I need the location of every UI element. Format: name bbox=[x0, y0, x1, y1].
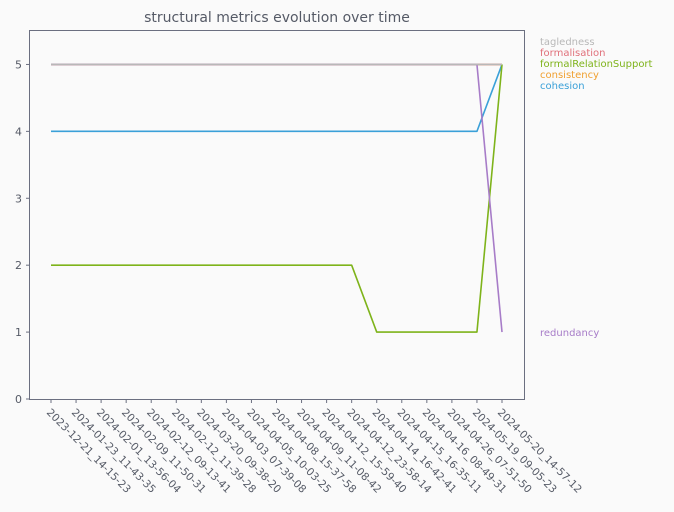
legend-label-formalRelationSupport: formalRelationSupport bbox=[540, 59, 653, 70]
y-tick-label: 3 bbox=[15, 192, 22, 205]
series-layer bbox=[51, 63, 503, 333]
chart-title: structural metrics evolution over time bbox=[144, 10, 410, 26]
legend-label-redundancy: redundancy bbox=[540, 328, 599, 339]
y-tick-label: 5 bbox=[15, 58, 22, 71]
y-tick-label: 4 bbox=[15, 125, 22, 138]
series-line-formalRelationSupport bbox=[51, 64, 503, 333]
legend: taglednessformalisationformalRelationSup… bbox=[540, 37, 653, 339]
y-tick-label: 1 bbox=[15, 326, 22, 339]
y-tick-label: 2 bbox=[15, 259, 22, 272]
x-axis: 2023-12-21_14-15-232024-01-23_11-43-3520… bbox=[44, 399, 584, 496]
series-line-cohesion bbox=[51, 64, 503, 133]
legend-label-consistency: consistency bbox=[540, 70, 599, 81]
legend-label-tagledness: tagledness bbox=[540, 37, 595, 48]
series-line-redundancy bbox=[51, 63, 503, 333]
legend-label-cohesion: cohesion bbox=[540, 81, 585, 92]
y-tick-label: 0 bbox=[15, 393, 22, 406]
y-axis: 0 1 2 3 4 5 bbox=[15, 58, 30, 406]
plot-frame bbox=[29, 30, 525, 400]
legend-label-formalisation: formalisation bbox=[540, 48, 606, 59]
